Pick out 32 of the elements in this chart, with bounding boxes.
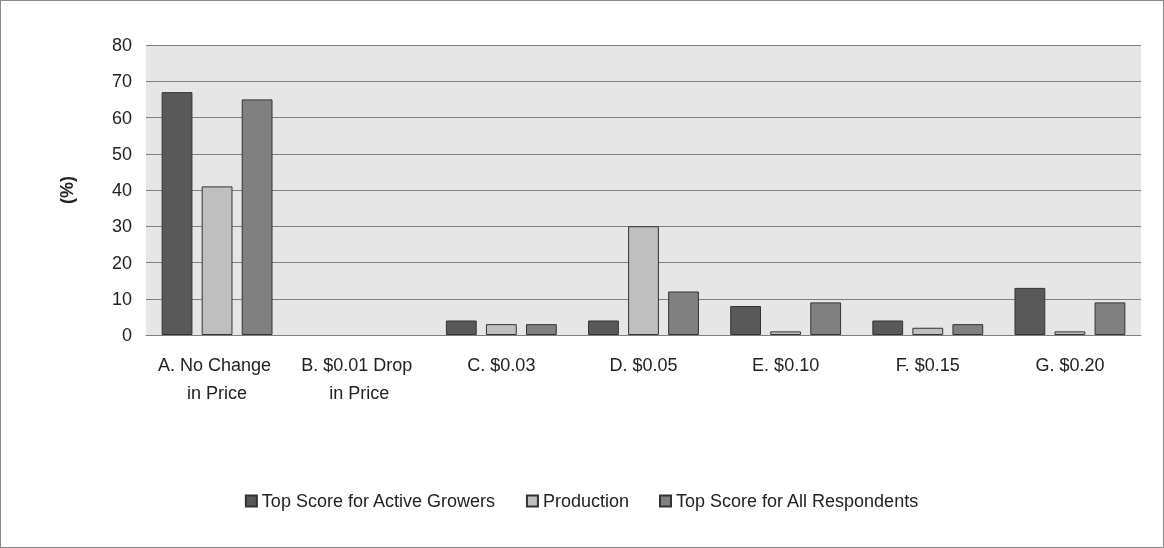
x-tick-label: E. $0.10 xyxy=(752,355,820,375)
x-tick-label: C. $0.03 xyxy=(467,355,536,375)
legend-label: Top Score for All Respondents xyxy=(676,491,919,511)
bar xyxy=(628,226,659,335)
bar xyxy=(161,92,193,335)
bar xyxy=(770,331,802,335)
y-tick-label: 20 xyxy=(111,252,132,273)
y-axis-title: (%) xyxy=(57,176,77,204)
bar xyxy=(872,320,904,335)
bar xyxy=(730,306,761,335)
bar xyxy=(445,320,477,335)
y-tick-label: 30 xyxy=(111,216,132,237)
bar xyxy=(588,320,619,335)
y-tick-label: 70 xyxy=(111,71,132,92)
x-tick-label: G. $0.20 xyxy=(1035,355,1105,375)
legend-label: Production xyxy=(542,491,630,511)
legend-label: Top Score for Active Growers xyxy=(261,491,495,511)
y-tick-label: 50 xyxy=(111,143,132,164)
bar xyxy=(912,327,944,335)
bar xyxy=(201,186,233,335)
bar xyxy=(1054,331,1086,335)
y-tick-label: 60 xyxy=(111,107,132,128)
x-tick-label: F. $0.15 xyxy=(895,355,960,375)
y-tick-label: 40 xyxy=(111,180,132,200)
bar xyxy=(485,324,517,335)
x-tick-label: D. $0.05 xyxy=(609,355,678,375)
y-tick-label: 80 xyxy=(111,35,132,55)
x-tick-label: B. $0.01 Drop in Price xyxy=(301,355,418,403)
y-tick-label: 0 xyxy=(121,325,132,345)
y-tick-label: 10 xyxy=(111,288,132,309)
bar xyxy=(1014,287,1046,335)
x-tick-label: A. No Change in Price xyxy=(158,355,277,403)
